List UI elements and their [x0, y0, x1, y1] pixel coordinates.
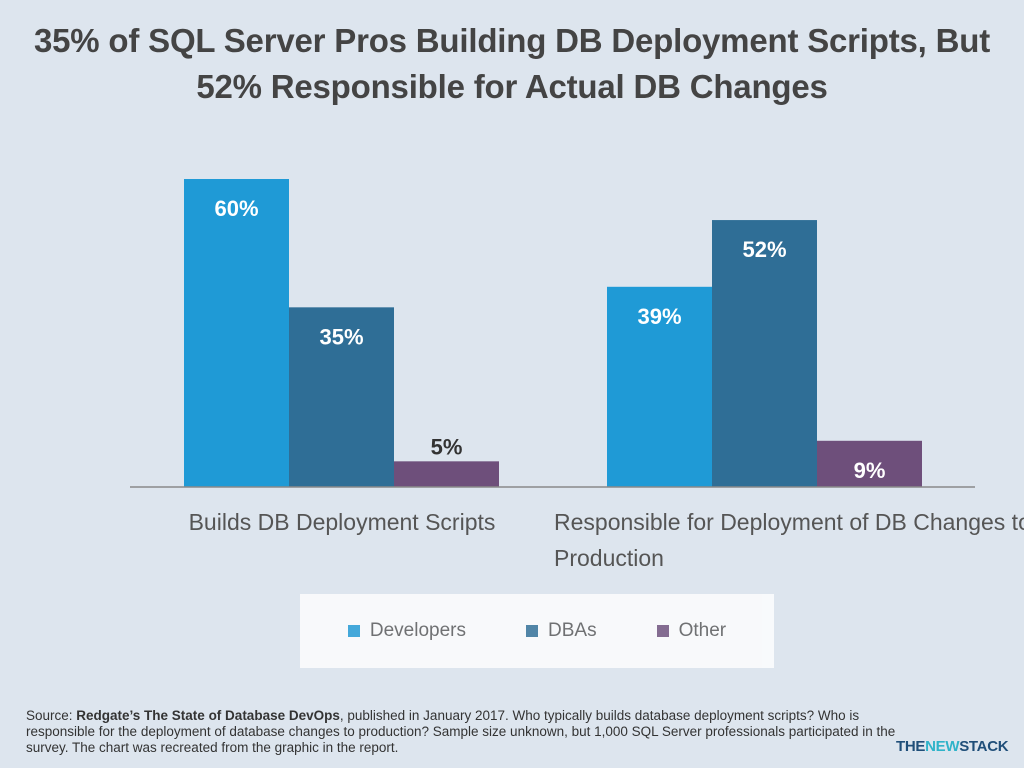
- legend-label-developers: Developers: [369, 620, 466, 641]
- source-text: , published in January 2017. Who typical…: [26, 708, 896, 755]
- data-label-dbas-2: 52%: [742, 237, 786, 262]
- legend-label-other: Other: [678, 620, 727, 641]
- legend-item-dbas: DBAs: [526, 620, 597, 642]
- legend: Developers DBAs Other: [300, 594, 774, 668]
- source-title: Redgate’s The State of Database DevOps: [76, 708, 340, 723]
- category-label-2: Responsible for Deployment of DB Changes…: [554, 509, 1024, 571]
- data-label-developers-1: 60%: [214, 196, 258, 221]
- bar-chart: 60% 35% 5% 39% 52% 9% Builds DB Deployment Sc…: [130, 179, 1024, 571]
- data-label-other-1: 5%: [431, 434, 463, 459]
- page-title: 35% of SQL Server Pros Building DB Deplo…: [34, 22, 990, 105]
- data-label-dbas-1: 35%: [319, 324, 363, 349]
- legend-swatch-other: [656, 625, 669, 637]
- legend-label-dbas: DBAs: [548, 620, 597, 641]
- bar-dbas-2: [712, 220, 817, 488]
- brand-logo: THENEWSTACK: [896, 738, 1009, 755]
- legend-item-other: Other: [656, 620, 727, 642]
- source-note: Source: Redgate’s The State of Database …: [26, 708, 896, 756]
- bar-other-1: [394, 461, 499, 487]
- legend-item-developers: Developers: [347, 620, 466, 642]
- bar-other-2: [817, 440, 922, 487]
- source-prefix: Source:: [26, 708, 77, 723]
- data-label-other-2: 9%: [854, 458, 886, 483]
- category-label-1: Builds DB Deployment Scripts: [189, 509, 496, 535]
- bar-developers-2: [607, 286, 712, 487]
- legend-swatch-dbas: [526, 625, 538, 637]
- bar-developers-1: [184, 179, 289, 487]
- data-label-developers-2: 39%: [637, 304, 681, 329]
- bar-dbas-1: [289, 307, 394, 487]
- legend-swatch-developers: [347, 625, 360, 637]
